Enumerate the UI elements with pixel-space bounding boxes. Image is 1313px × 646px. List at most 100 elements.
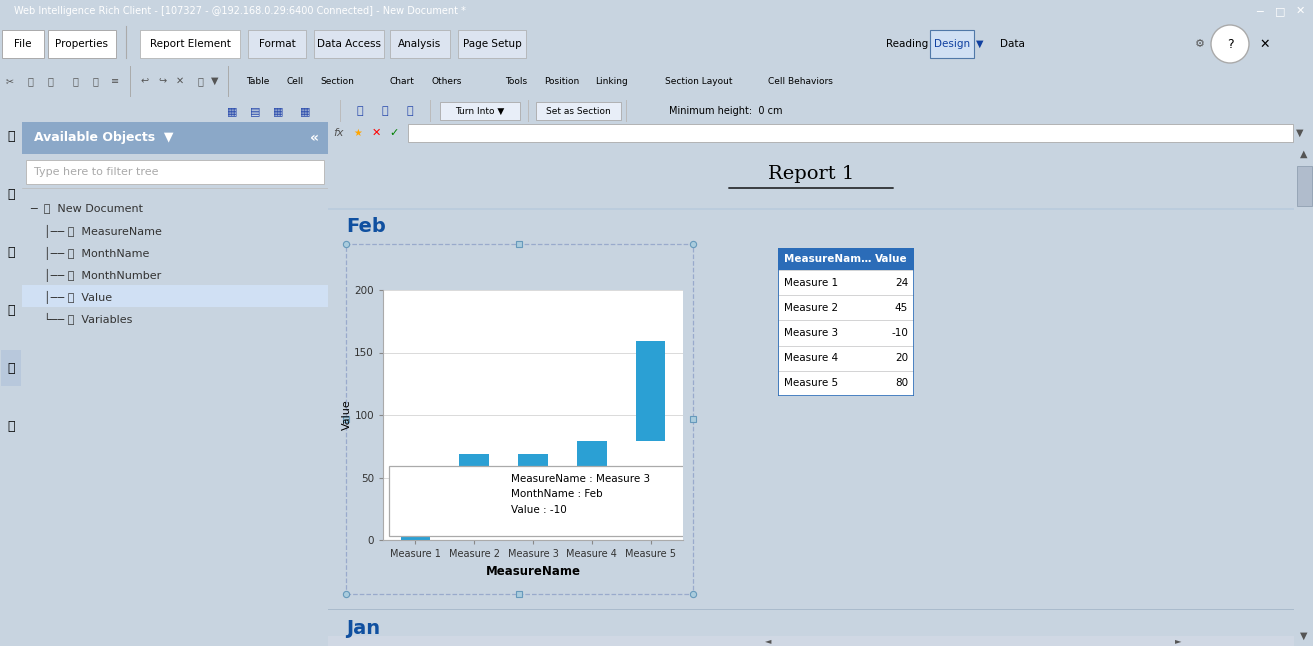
Text: Properties: Properties [55, 39, 109, 49]
Text: Report 1: Report 1 [768, 165, 855, 183]
FancyBboxPatch shape [1, 176, 21, 212]
FancyBboxPatch shape [440, 102, 520, 120]
Text: ✂: ✂ [7, 76, 14, 86]
Text: Available Objects  ▼: Available Objects ▼ [34, 132, 173, 145]
Text: ✕: ✕ [372, 128, 381, 138]
FancyBboxPatch shape [248, 30, 306, 58]
FancyBboxPatch shape [1, 408, 21, 444]
Text: 🔀: 🔀 [382, 106, 389, 116]
Text: Page Setup: Page Setup [462, 39, 521, 49]
Text: -10: -10 [892, 328, 909, 338]
Text: Value: Value [876, 254, 909, 264]
Text: Measure 1: Measure 1 [784, 278, 838, 287]
Text: Minimum height:  0 cm: Minimum height: 0 cm [670, 106, 783, 116]
Text: Feb: Feb [347, 216, 386, 236]
FancyBboxPatch shape [3, 30, 45, 58]
Text: ▲: ▲ [1300, 149, 1308, 159]
Bar [460, 453, 488, 510]
Text: ▦: ▦ [227, 106, 238, 116]
Text: ▤: ▤ [249, 106, 260, 116]
Text: ≡: ≡ [110, 76, 119, 86]
Text: ▼: ▼ [977, 39, 983, 49]
Text: Linking: Linking [596, 76, 629, 85]
Text: 💬: 💬 [8, 304, 14, 317]
Text: ↩: ↩ [140, 76, 150, 86]
FancyBboxPatch shape [140, 30, 240, 58]
Text: 📑: 📑 [47, 76, 53, 86]
Text: MeasureName : Measure 3
MonthName : Feb
Value : -10: MeasureName : Measure 3 MonthName : Feb … [511, 474, 650, 515]
Text: ✕: ✕ [176, 76, 184, 86]
Text: Section Layout: Section Layout [666, 76, 733, 85]
FancyBboxPatch shape [458, 30, 527, 58]
Text: ─: ─ [1257, 6, 1263, 16]
FancyBboxPatch shape [1, 350, 21, 386]
Bar [400, 510, 431, 540]
Text: File: File [14, 39, 32, 49]
FancyBboxPatch shape [1, 118, 21, 154]
FancyBboxPatch shape [22, 285, 328, 307]
Text: 80: 80 [895, 379, 909, 388]
FancyBboxPatch shape [328, 609, 1295, 610]
Text: Measure 4: Measure 4 [784, 353, 838, 363]
Text: 🌐: 🌐 [407, 106, 414, 116]
Text: ▦: ▦ [299, 106, 310, 116]
Text: Tools: Tools [506, 76, 527, 85]
FancyBboxPatch shape [779, 320, 914, 346]
FancyBboxPatch shape [779, 346, 914, 371]
FancyBboxPatch shape [779, 295, 914, 320]
Text: Report Element: Report Element [150, 39, 231, 49]
Text: 🖨: 🖨 [72, 76, 77, 86]
FancyBboxPatch shape [328, 636, 1295, 646]
X-axis label: MeasureName: MeasureName [486, 565, 580, 578]
Text: 🔄: 🔄 [197, 76, 204, 86]
Text: 24: 24 [894, 278, 909, 287]
FancyBboxPatch shape [328, 208, 1295, 210]
Text: ▦: ▦ [273, 106, 284, 116]
Bar [519, 453, 548, 466]
FancyBboxPatch shape [26, 160, 324, 184]
Text: Measure 2: Measure 2 [784, 303, 838, 313]
FancyBboxPatch shape [1, 234, 21, 270]
Text: Reading: Reading [886, 39, 928, 49]
Text: ↪: ↪ [158, 76, 165, 86]
FancyBboxPatch shape [779, 371, 914, 396]
Text: 📊: 📊 [8, 245, 14, 258]
Text: Type here to filter tree: Type here to filter tree [34, 167, 159, 177]
Text: Analysis: Analysis [398, 39, 441, 49]
Text: Set as Section: Set as Section [546, 107, 611, 116]
FancyBboxPatch shape [389, 466, 742, 536]
Text: 📋: 📋 [28, 76, 33, 86]
Text: Measure 5: Measure 5 [784, 379, 838, 388]
Text: Data: Data [1001, 39, 1025, 49]
Text: ★: ★ [353, 128, 362, 138]
Text: Jan: Jan [347, 618, 381, 638]
Text: Turn Into ▼: Turn Into ▼ [456, 107, 504, 116]
FancyBboxPatch shape [49, 30, 116, 58]
Bar [635, 341, 666, 441]
Text: ▼: ▼ [211, 76, 219, 86]
Text: Chart: Chart [390, 76, 415, 85]
FancyBboxPatch shape [779, 270, 914, 295]
Text: 📄: 📄 [8, 129, 14, 143]
Text: fx: fx [332, 128, 343, 138]
Bar [578, 441, 607, 466]
Text: 📝: 📝 [8, 419, 14, 433]
Text: «: « [310, 131, 319, 145]
Text: ─  🔴  New Document: ─ 🔴 New Document [30, 203, 143, 213]
Text: Web Intelligence Rich Client - [107327 - @192.168.0.29:6400 Connected] - New Doc: Web Intelligence Rich Client - [107327 -… [14, 6, 466, 16]
Text: Position: Position [545, 76, 579, 85]
Text: MeasureNam…: MeasureNam… [784, 254, 872, 264]
Text: ▼: ▼ [1296, 128, 1304, 138]
FancyBboxPatch shape [22, 122, 328, 154]
Text: │── 🔷  MonthName: │── 🔷 MonthName [45, 247, 150, 260]
Text: Section: Section [320, 76, 355, 85]
Text: □: □ [1275, 6, 1285, 16]
Text: Data Access: Data Access [316, 39, 381, 49]
Text: │── 🔷  MeasureName: │── 🔷 MeasureName [45, 224, 161, 238]
FancyBboxPatch shape [536, 102, 621, 120]
FancyBboxPatch shape [314, 30, 383, 58]
FancyBboxPatch shape [1, 292, 21, 328]
Text: 👁: 👁 [92, 76, 98, 86]
Text: 🗂: 🗂 [8, 187, 14, 200]
Text: │── 🟠  MonthNumber: │── 🟠 MonthNumber [45, 269, 161, 282]
